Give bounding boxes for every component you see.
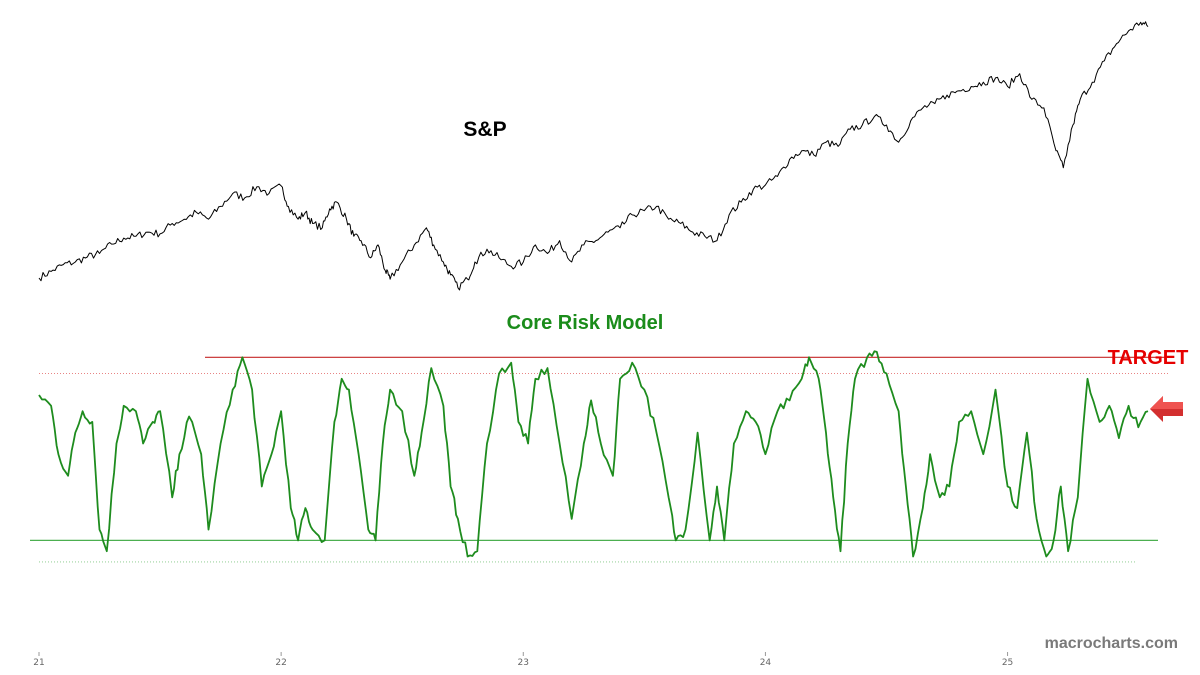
target-label: TARGET bbox=[1108, 347, 1189, 369]
x-tick-label: 22 bbox=[275, 658, 286, 668]
sp-panel bbox=[38, 21, 1149, 291]
x-tick-label: 23 bbox=[518, 658, 529, 668]
sp-title: S&P bbox=[463, 118, 506, 141]
x-tick-label: 24 bbox=[760, 658, 772, 668]
target-arrow-icon bbox=[1150, 396, 1183, 422]
reference-lines bbox=[30, 356, 1168, 563]
core-risk-model-panel bbox=[38, 350, 1149, 558]
core-risk-model-title: Core Risk Model bbox=[507, 312, 664, 334]
series-line-sp bbox=[38, 21, 1149, 291]
x-tick-label: 25 bbox=[1002, 658, 1013, 668]
x-tick-label: 21 bbox=[33, 658, 44, 668]
series-line-core-risk-model bbox=[38, 350, 1149, 558]
watermark: macrocharts.com bbox=[1045, 635, 1178, 652]
x-axis: 21 22 23 24 25 bbox=[33, 652, 1013, 668]
